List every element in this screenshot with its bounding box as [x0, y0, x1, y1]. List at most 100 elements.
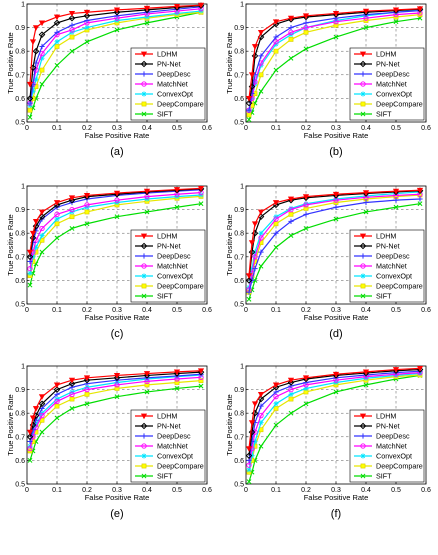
- data-point-deepdesc: [114, 13, 120, 19]
- legend-label-ldhm: LDHM: [376, 412, 396, 421]
- legend-marker-pn-net: [359, 422, 367, 430]
- legend-marker-sift: [141, 111, 147, 117]
- legend: LDHMPN-NetDeepDescMatchNetConvexOptDeepC…: [130, 409, 206, 483]
- legend-label-ldhm: LDHM: [157, 50, 177, 59]
- data-point-sift: [363, 209, 369, 215]
- data-point-matchnet: [303, 202, 309, 208]
- series-matchnet: [246, 191, 423, 293]
- data-point-ldhm: [29, 230, 37, 237]
- data-point-ldhm: [287, 15, 295, 22]
- chart-panel-c: 0 0.1 0.2 0.3 0.4 0.5 0.6 0.5 0.6 0.7 0.8 0.9 1 False…: [6, 184, 212, 341]
- x-tick-label: 0.6: [202, 125, 212, 132]
- data-point-deepcompare: [144, 382, 150, 388]
- legend-marker-convexopt: [141, 91, 147, 97]
- series-ldhm: [26, 368, 205, 436]
- y-tick-label: 0.6: [234, 96, 244, 103]
- data-point-deepcompare: [84, 391, 90, 397]
- legend: LDHMPN-NetDeepDescMatchNetConvexOptDeepC…: [349, 409, 425, 483]
- data-point-sift: [39, 249, 45, 255]
- y-tick-label: 0.5: [15, 120, 25, 127]
- data-point-ldhm: [332, 191, 340, 198]
- data-point-deepcompare: [174, 380, 180, 385]
- chart-panel-e: 0 0.1 0.2 0.3 0.4 0.5 0.6 0.5 0.6 0.7 0.8 0.9 1 False…: [6, 364, 212, 521]
- legend-marker-ldhm: [359, 51, 367, 58]
- y-tick-label: 0.7: [15, 434, 25, 441]
- data-point-pn-net: [38, 31, 46, 38]
- legend-marker-deepcompare: [360, 101, 366, 107]
- x-tick-label: 0.1: [52, 487, 62, 494]
- data-point-deepdesc: [258, 249, 264, 255]
- data-point-ldhm: [197, 2, 205, 9]
- x-tick-label: 0.4: [361, 307, 371, 314]
- y-tick-label: 1: [240, 2, 244, 9]
- x-tick-label: 0.2: [82, 487, 92, 494]
- x-tick-label: 0.2: [301, 307, 311, 314]
- data-point-ldhm: [53, 200, 61, 206]
- y-tick-label: 0.5: [234, 120, 244, 127]
- x-tick-label: 0.4: [142, 307, 152, 314]
- data-point-deepcompare: [273, 48, 279, 54]
- series-line-matchnet: [29, 192, 202, 269]
- legend-marker-matchnet: [360, 263, 366, 269]
- series-deepdesc: [246, 196, 423, 295]
- data-point-deepdesc: [258, 53, 264, 59]
- data-point-matchnet: [54, 211, 60, 217]
- legend-label-matchnet: MatchNet: [157, 80, 188, 89]
- data-point-ldhm: [38, 20, 46, 27]
- data-point-deepcompare: [54, 403, 60, 409]
- x-tick-label: 0.4: [361, 125, 371, 132]
- panel-label: (b): [329, 146, 342, 158]
- legend-marker-deepcompare: [141, 283, 147, 289]
- data-point-ldhm: [287, 377, 295, 384]
- data-point-ldhm: [29, 39, 37, 45]
- data-point-convexopt: [144, 14, 150, 20]
- legend-marker-matchnet: [141, 443, 147, 449]
- data-point-sift: [303, 401, 309, 407]
- data-point-pn-net: [68, 196, 76, 204]
- data-point-pn-net: [26, 95, 34, 102]
- y-tick-label: 0.5: [15, 482, 25, 489]
- chart-panel-f: 0 0.1 0.2 0.3 0.4 0.5 0.6 0.5 0.6 0.7 0.8 0.9 1 False…: [225, 364, 431, 521]
- data-point-deepcompare: [333, 22, 339, 28]
- data-point-ldhm: [302, 375, 310, 382]
- data-point-deepcompare: [39, 67, 45, 73]
- data-point-pn-net: [113, 8, 121, 16]
- legend-marker-deepdesc: [360, 253, 366, 259]
- panel-label: (a): [110, 146, 123, 158]
- x-tick-label: 0: [244, 487, 248, 494]
- data-point-pn-net: [245, 452, 253, 459]
- legend-label-ldhm: LDHM: [157, 412, 177, 421]
- legend-marker-convexopt: [141, 453, 147, 459]
- data-point-ldhm: [83, 9, 91, 16]
- data-point-ldhm: [197, 368, 205, 374]
- data-point-deepdesc: [303, 211, 309, 217]
- series-line-matchnet: [29, 376, 202, 449]
- data-point-convexopt: [258, 230, 264, 236]
- x-tick-label: 0.5: [172, 487, 182, 494]
- legend-label-ldhm: LDHM: [157, 232, 177, 241]
- y-tick-label: 0.8: [15, 231, 25, 238]
- data-point-convexopt: [33, 244, 39, 250]
- legend-label-convexopt: ConvexOpt: [157, 272, 193, 281]
- data-point-sift: [114, 27, 120, 33]
- data-point-ldhm: [332, 371, 340, 378]
- data-point-convexopt: [27, 270, 33, 276]
- data-point-sift: [27, 457, 33, 463]
- data-point-ldhm: [416, 187, 424, 194]
- data-point-ldhm: [245, 446, 253, 452]
- data-point-sift: [393, 204, 399, 210]
- data-point-sift: [27, 282, 33, 288]
- data-point-deepcompare: [273, 221, 279, 227]
- data-point-deepdesc: [363, 199, 369, 206]
- y-tick-label: 0.5: [234, 482, 244, 489]
- legend-label-deepcompare: DeepCompare: [157, 462, 204, 471]
- data-point-ldhm: [257, 209, 265, 216]
- data-point-sift: [273, 244, 279, 250]
- panel-label: (f): [331, 508, 341, 520]
- y-axis-label: True Positive Rate: [225, 214, 234, 275]
- x-tick-label: 0: [25, 307, 29, 314]
- data-point-matchnet: [258, 235, 264, 241]
- data-point-ldhm: [68, 377, 76, 384]
- legend-label-convexopt: ConvexOpt: [157, 90, 193, 99]
- data-point-convexopt: [252, 438, 258, 445]
